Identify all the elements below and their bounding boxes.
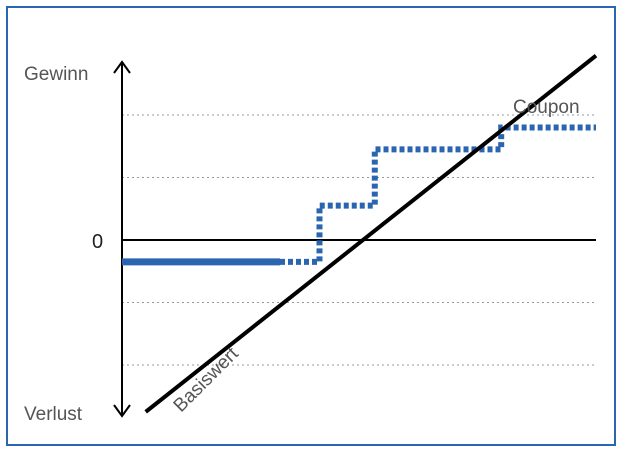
y-label-verlust: Verlust [24,404,83,425]
series-group [122,54,598,414]
chart-frame [6,6,616,446]
basiswert-line [144,54,598,414]
gridlines [122,114,596,366]
series-label-coupon: Coupon [513,97,580,118]
zero-label: 0 [92,231,103,253]
y-label-gewinn: Gewinn [24,64,88,85]
series-label-basiswert: Basiswert [170,343,244,417]
y-axis-arrow-down-icon [113,404,131,418]
coupon-dotted-line [280,124,596,265]
y-axis-arrow-up-icon [113,60,131,74]
